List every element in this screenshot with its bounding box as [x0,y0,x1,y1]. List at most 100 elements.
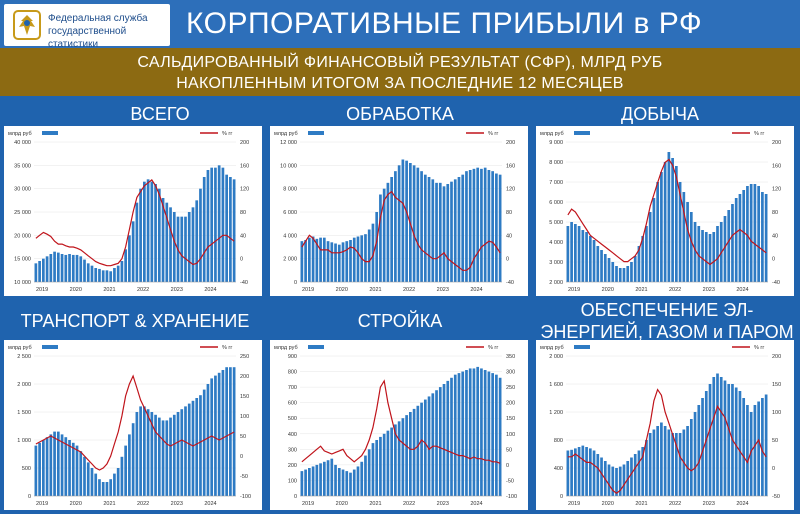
bar [364,455,367,496]
chart-panel-manufacturing: млрд руб % гг 0 2 000 4 000 6 000 8 000 10 000 1… [270,126,528,296]
y2-tick-label: 100 [240,414,249,420]
bar [184,406,187,496]
y-tick-label: 300 [288,447,297,453]
y-tick-label: 0 [294,494,297,500]
y-tick-label: 800 [288,370,297,376]
bar [221,167,225,282]
x-tick-label: 2024 [470,501,482,507]
x-tick-label: 2020 [602,287,614,293]
bar [367,229,371,282]
y-tick-label: 0 [28,494,31,500]
legend-bars-swatch [42,131,58,135]
bar [757,186,760,282]
bar [465,370,468,496]
bar [742,190,746,282]
bar [487,170,491,282]
bar [570,449,573,496]
bar [757,401,760,496]
bar [330,458,334,496]
panel-title-transport: ТРАНСПОРТ & ХРАНЕНИЕ [20,311,250,331]
y-tick-label: 8 000 [283,187,297,193]
bar [416,405,420,496]
bar [633,454,637,496]
bar [184,216,187,282]
bar [83,259,86,282]
chart-panel-utilities: млрд руб % гг 0 400 800 1 200 1 600 2 000 -50 0 50… [536,340,794,510]
bar [483,370,487,496]
bar [341,469,345,496]
bar [371,443,375,496]
bar [487,371,491,496]
y-tick-label: 40 000 [14,140,31,146]
panel-title-utilities: ОБЕСПЕЧЕНИЕ ЭЛ-ЭНЕРГИЕЙ, ГАЗОМ и ПАРОМ [540,300,794,342]
bar [491,171,494,282]
bar [34,445,38,496]
chart-legend: млрд руб % гг [8,345,232,351]
y-tick-label: 2 500 [17,354,31,360]
bar [727,210,731,282]
panel-title-total: ВСЕГО [130,104,190,124]
bar [461,174,465,282]
bar [68,440,71,496]
bar [101,270,105,282]
page-title: КОРПОРАТИВНЫЕ ПРИБЫЛИ в РФ [186,7,703,40]
bar [701,398,704,496]
y2-tick-label: 50 [506,447,512,453]
chart-legend: млрд руб % гг [274,345,498,351]
bar [53,431,56,496]
chart-legend: млрд руб % гг [8,131,232,137]
y2-tick-label: -40 [506,280,514,286]
y-tick-label: 5 000 [549,220,563,226]
bar [457,177,461,282]
x-tick-label: 2020 [602,501,614,507]
bar [491,373,494,496]
bar [693,222,697,282]
y2-tick-label: 150 [506,416,515,422]
bar [420,171,423,282]
bar [615,266,618,282]
bar [90,265,94,282]
bar [397,421,401,496]
bar [349,240,352,282]
bar [319,463,322,496]
x-tick-label: 2023 [703,287,715,293]
bar [738,194,742,282]
bar [352,469,356,496]
bar [585,232,588,282]
bar [648,433,652,496]
y2-tick-label: 160 [506,163,515,169]
bar [746,405,749,496]
bar [191,207,195,282]
bar [566,450,570,496]
y2-tick-label: -50 [506,478,514,484]
y2-tick-label: 200 [772,354,781,360]
y2-tick-label: -50 [240,474,248,480]
bar [311,466,315,496]
bar [693,412,697,496]
bar [630,262,633,282]
x-tick-label: 2022 [669,501,681,507]
bar [686,426,689,496]
y2-tick-label: 100 [772,410,781,416]
bar [667,429,671,496]
bar [56,431,60,496]
x-tick-label: 2023 [171,287,183,293]
chart-panel-construction: млрд руб% гг 0 100 200 300 400 500 600 700 800 900… [270,340,528,510]
bar [199,188,202,282]
bar [409,412,412,496]
x-tick-label: 2020 [336,501,348,507]
x-tick-label: 2023 [437,287,449,293]
y2-tick-label: 40 [772,233,778,239]
bar [60,434,64,496]
y-tick-label: 200 [288,463,297,469]
bar [753,184,757,282]
bar [45,256,49,282]
bar [423,174,427,282]
bar [603,254,607,282]
y-tick-label: 8 000 [549,160,563,166]
bar [637,450,641,496]
bar [401,418,405,496]
bar [596,246,600,282]
bar [431,179,435,282]
